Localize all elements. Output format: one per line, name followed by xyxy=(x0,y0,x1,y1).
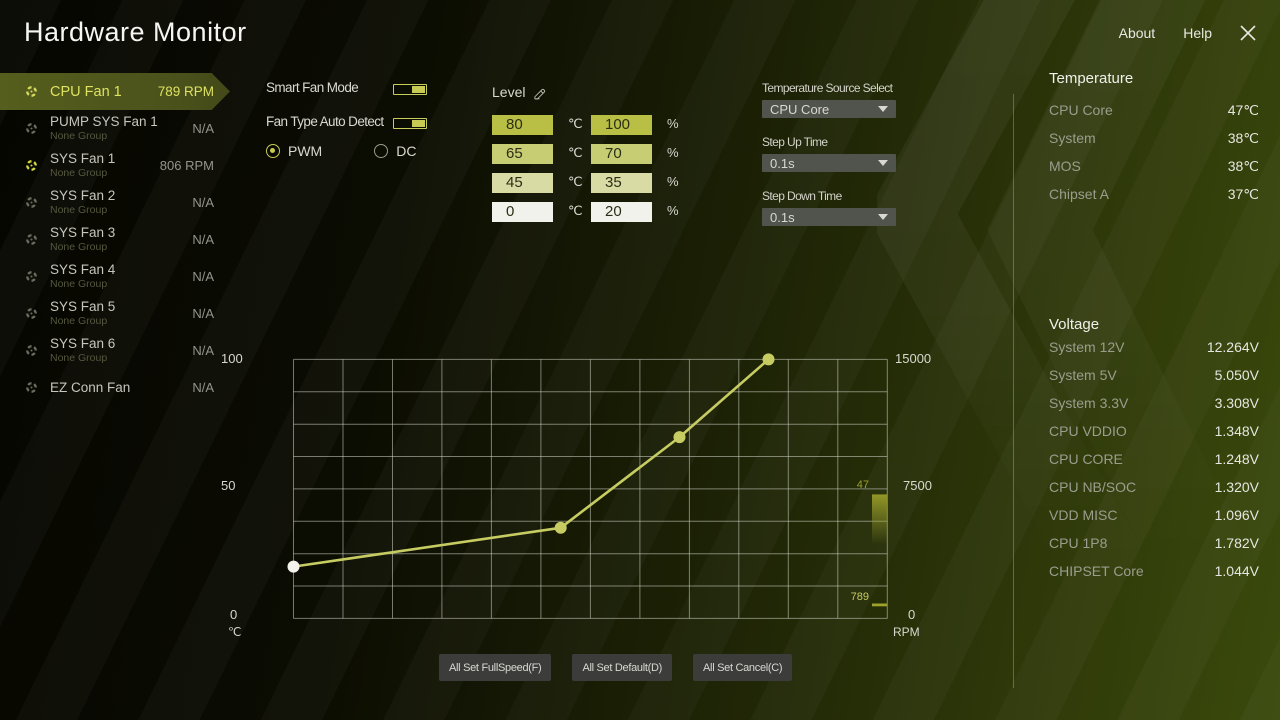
svg-text:789: 789 xyxy=(851,591,869,603)
svg-text:47: 47 xyxy=(857,479,869,491)
